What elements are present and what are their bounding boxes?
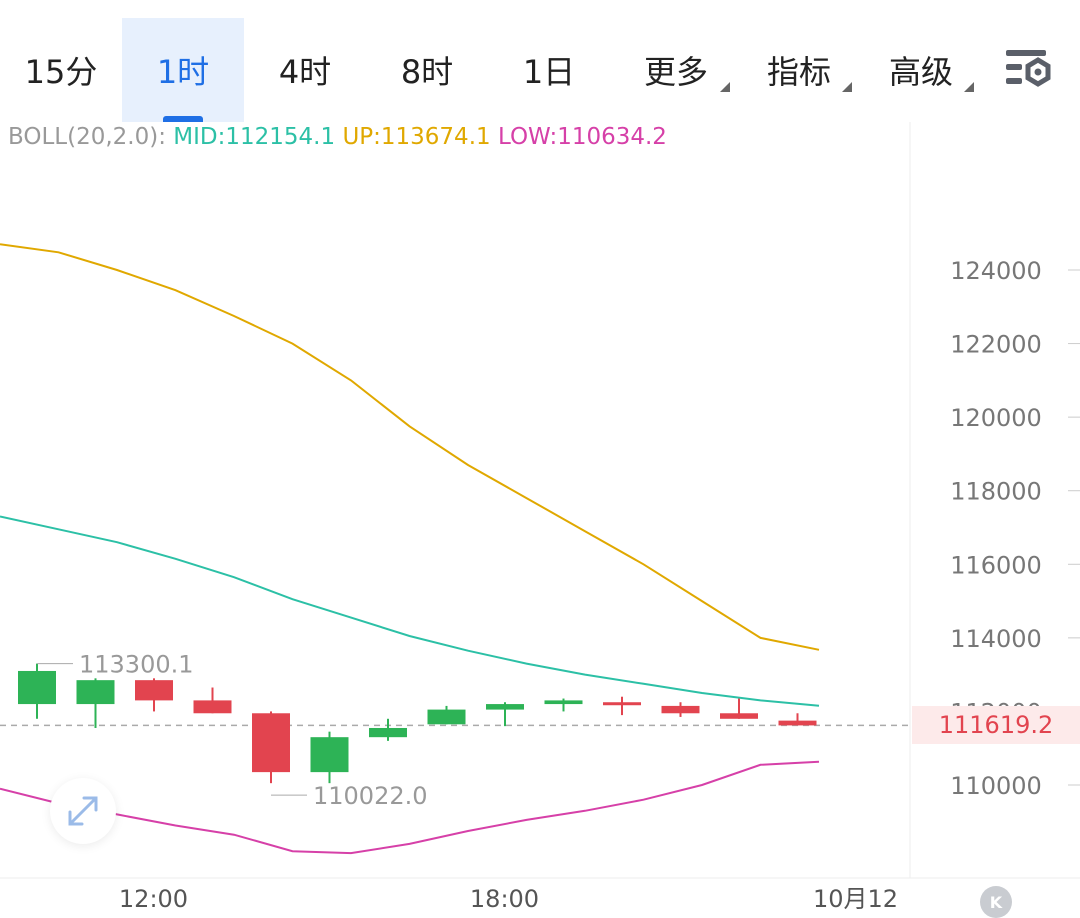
chart-grid [0,122,1080,879]
boll-up-value: UP:113674.1 [342,124,491,150]
boll-upper-line [0,243,820,651]
candle-body [310,737,349,773]
k-logo: K [980,886,1012,918]
x-tick-label: 18:00 [470,885,539,913]
tab-15m[interactable]: 15分 [0,18,122,122]
tab-label: 8时 [400,53,454,91]
y-tick-label: 118000 [950,478,1042,506]
y-tick-label: 120000 [950,404,1042,432]
boll-lower-line [0,760,820,855]
tab-label: 更多 [643,53,708,91]
tab-1h[interactable]: 1时 [122,18,244,122]
dropdown-caret-icon [842,82,852,92]
candle-body [661,705,700,714]
dropdown-caret-icon [964,82,974,92]
candle-body [135,680,173,701]
candle-body [544,700,583,705]
x-tick-label: 10月12 [813,885,898,913]
timeframe-tabbar: 15分 1时 4时 8时 1日 更多 指标 高级 [0,0,1080,122]
tab-8h[interactable]: 8时 [366,18,488,122]
x-tick-label: 12:00 [119,885,188,913]
candle-body [603,702,641,706]
candle-body [427,709,466,725]
tab-label: 1时 [156,53,210,91]
tab-more[interactable]: 更多 [620,18,732,122]
boll-legend: BOLL(20,2.0): MID:112154.1 UP:113674.1 L… [8,124,667,150]
dropdown-caret-icon [720,82,730,92]
candle-body [720,713,758,719]
y-tick-label: 116000 [950,551,1042,579]
tab-label: 指标 [766,53,831,91]
candles [0,663,910,784]
candle-body [252,713,290,773]
k-logo-text: K [989,892,1003,912]
tab-label: 高级 [888,53,953,91]
candle-body [76,680,115,705]
candle-body [18,670,56,705]
candle-body [778,720,817,726]
candle-body [369,727,407,738]
tab-label: 15分 [24,53,98,91]
current-price-value: 111619.2 [938,711,1054,739]
y-tick-label: 124000 [950,257,1042,285]
chart-settings-icon [1006,50,1051,87]
boll-mid-line [0,515,820,707]
tab-1d[interactable]: 1日 [488,18,610,122]
candle-body [193,700,232,714]
y-tick-label: 110000 [950,772,1042,800]
active-tab-indicator [163,116,203,122]
current-price-tag: 111619.2 [912,706,1080,744]
boll-low-value: LOW:110634.2 [497,124,667,150]
y-tick-label: 122000 [950,331,1042,359]
candlestick-chart[interactable]: 1240001220001200001180001160001140001120… [0,122,1080,916]
boll-name: BOLL(20,2.0): [8,124,166,150]
tab-4h[interactable]: 4时 [244,18,366,122]
tab-indicators[interactable]: 指标 [744,18,854,122]
min-price-label: 110022.0 [313,782,428,810]
tab-label: 4时 [278,53,332,91]
chart-axes: 1240001220001200001180001160001140001120… [37,257,1080,913]
fullscreen-button[interactable] [50,778,116,844]
boll-lines [0,243,820,855]
chart-settings-button[interactable] [1000,44,1060,92]
boll-mid-value: MID:112154.1 [173,124,336,150]
y-tick-label: 114000 [950,625,1042,653]
max-price-label: 113300.1 [79,651,194,679]
candle-body [486,704,524,710]
expand-arrows-icon [68,796,98,826]
tab-label: 1日 [522,53,576,91]
tab-advanced[interactable]: 高级 [866,18,976,122]
